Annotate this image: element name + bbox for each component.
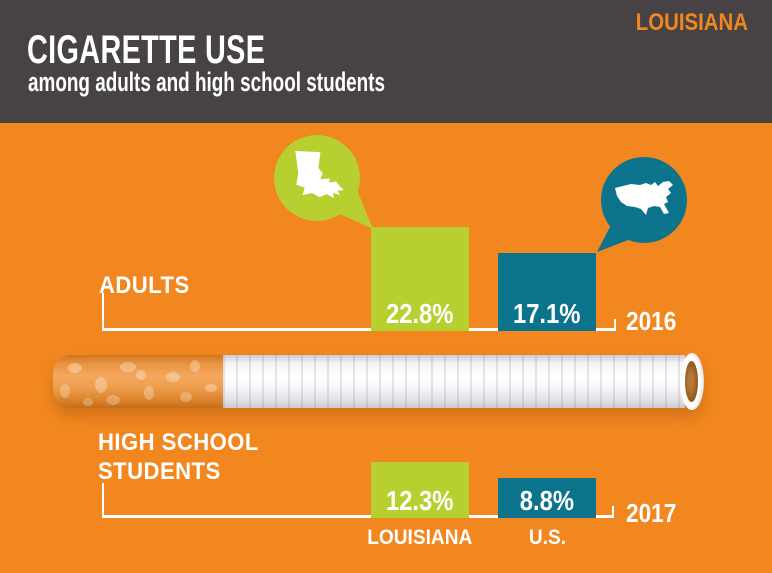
section-label-adults: ADULTS <box>99 272 190 299</box>
category-label-louisiana: LOUISIANA <box>367 526 473 549</box>
hs-bracket-line <box>102 483 104 518</box>
brand-label: LOUISIANA <box>635 9 748 36</box>
page-title: CIGARETTE USE <box>27 28 266 72</box>
cigarette-tobacco <box>685 361 698 402</box>
bar-adults-us: 17.1% <box>498 253 596 331</box>
cigarette-paper <box>223 355 685 408</box>
cigarette-illustration <box>53 353 705 410</box>
bar-hs-louisiana: 12.3% <box>371 462 469 518</box>
us-map-silhouette-icon <box>615 181 673 215</box>
section-label-high-school-students: HIGH SCHOOL STUDENTS <box>98 429 259 485</box>
value-label: 22.8% <box>386 298 454 329</box>
louisiana-state-bubble-icon <box>274 135 373 229</box>
value-label: 8.8% <box>519 485 575 516</box>
header-bar: CIGARETTE USE among adults and high scho… <box>0 0 772 123</box>
adults-year-tick <box>614 319 616 331</box>
hs-year-label: 2017 <box>626 498 677 528</box>
page-subtitle: among adults and high school students <box>28 67 386 97</box>
category-label-us: U.S. <box>528 526 566 549</box>
value-label: 12.3% <box>386 485 454 516</box>
hs-baseline <box>102 515 614 518</box>
value-label: 17.1% <box>513 298 581 329</box>
cigarette-filter <box>53 355 223 408</box>
adults-year-label: 2016 <box>626 306 677 336</box>
hs-year-tick <box>612 506 614 518</box>
bar-adults-louisiana: 22.8% <box>371 227 469 331</box>
cigarette-open-end <box>680 353 704 410</box>
bar-hs-us: 8.8% <box>498 478 596 518</box>
adults-baseline <box>102 328 616 331</box>
louisiana-state-silhouette-icon <box>295 151 344 199</box>
adults-bracket-line <box>102 293 104 330</box>
us-map-bubble-icon <box>597 157 687 252</box>
